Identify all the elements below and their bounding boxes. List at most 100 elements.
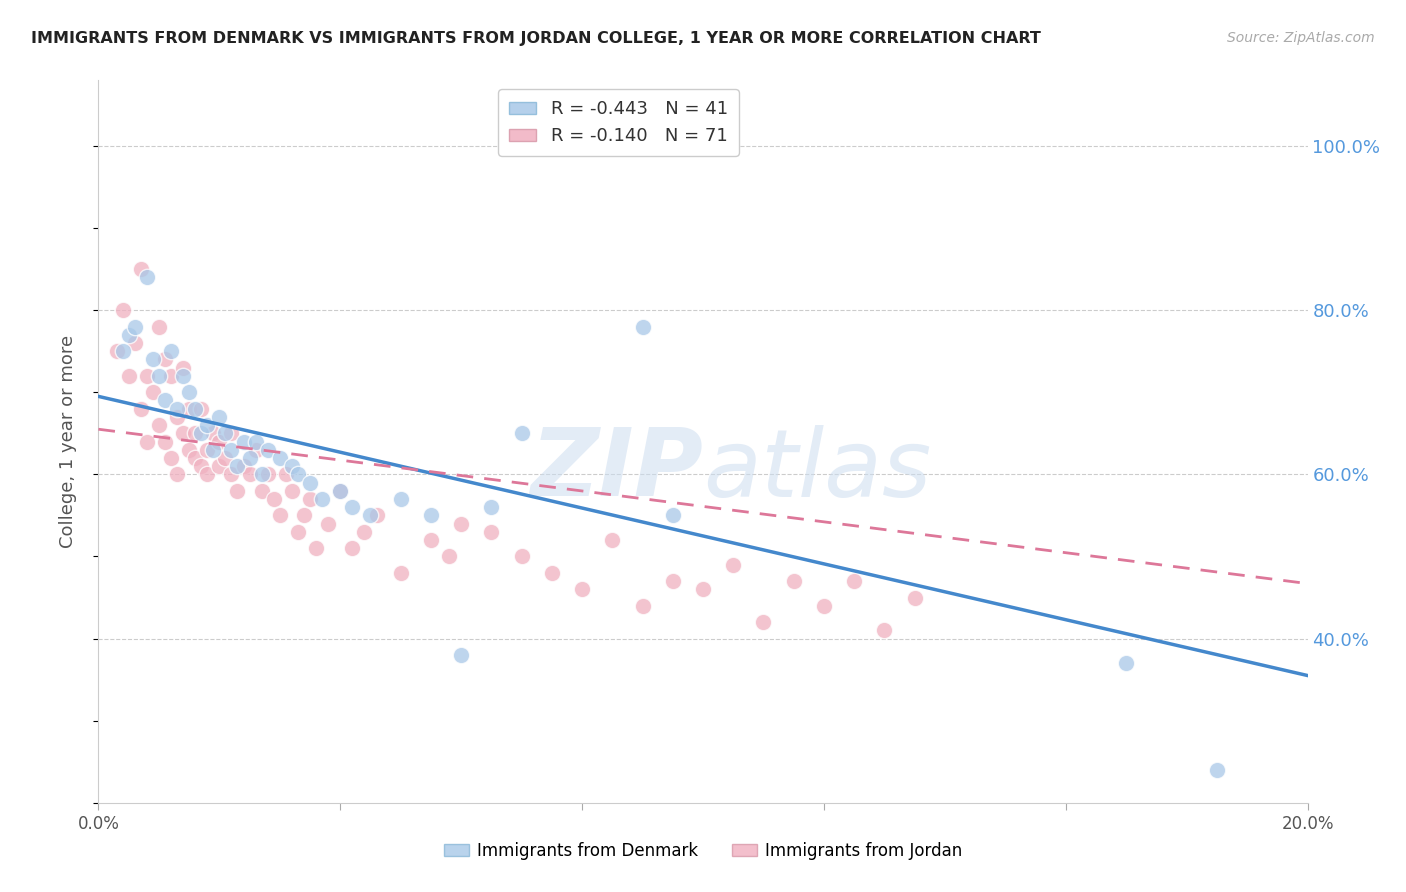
Point bbox=[239, 467, 262, 482]
Point bbox=[160, 368, 183, 383]
Point bbox=[269, 508, 291, 523]
Point bbox=[263, 491, 285, 506]
Point bbox=[111, 303, 134, 318]
Point bbox=[250, 483, 273, 498]
Point bbox=[184, 450, 207, 465]
Point bbox=[420, 508, 443, 523]
Point bbox=[118, 327, 141, 342]
Point bbox=[437, 549, 460, 564]
Point bbox=[245, 434, 267, 449]
Point bbox=[129, 401, 152, 416]
Point bbox=[190, 459, 212, 474]
Point bbox=[135, 434, 157, 449]
Text: ZIP: ZIP bbox=[530, 425, 703, 516]
Point bbox=[287, 524, 309, 539]
Point bbox=[631, 599, 654, 613]
Point bbox=[232, 434, 254, 449]
Legend: Immigrants from Denmark, Immigrants from Jordan: Immigrants from Denmark, Immigrants from… bbox=[437, 836, 969, 867]
Point bbox=[202, 442, 225, 457]
Point bbox=[692, 582, 714, 597]
Point bbox=[111, 344, 134, 359]
Point bbox=[142, 385, 165, 400]
Point bbox=[269, 450, 291, 465]
Point bbox=[184, 426, 207, 441]
Point bbox=[481, 500, 503, 515]
Point bbox=[153, 393, 176, 408]
Point bbox=[179, 442, 201, 457]
Point bbox=[190, 401, 212, 416]
Point bbox=[135, 270, 157, 285]
Point bbox=[148, 368, 170, 383]
Point bbox=[148, 319, 170, 334]
Point bbox=[481, 524, 503, 539]
Point bbox=[105, 344, 128, 359]
Text: Source: ZipAtlas.com: Source: ZipAtlas.com bbox=[1227, 31, 1375, 45]
Point bbox=[602, 533, 624, 547]
Point bbox=[245, 442, 267, 457]
Point bbox=[299, 491, 322, 506]
Point bbox=[420, 533, 443, 547]
Point bbox=[661, 574, 683, 588]
Point bbox=[179, 385, 201, 400]
Point bbox=[184, 401, 207, 416]
Point bbox=[329, 483, 352, 498]
Point bbox=[353, 524, 375, 539]
Point bbox=[752, 615, 775, 630]
Point bbox=[274, 467, 297, 482]
Point bbox=[813, 599, 835, 613]
Point bbox=[202, 426, 225, 441]
Point bbox=[226, 459, 249, 474]
Point bbox=[292, 508, 315, 523]
Point bbox=[571, 582, 593, 597]
Point bbox=[316, 516, 339, 531]
Point bbox=[281, 459, 304, 474]
Text: atlas: atlas bbox=[703, 425, 931, 516]
Point bbox=[661, 508, 683, 523]
Point bbox=[195, 418, 218, 433]
Point bbox=[153, 434, 176, 449]
Point bbox=[256, 467, 278, 482]
Point bbox=[142, 352, 165, 367]
Point bbox=[299, 475, 322, 490]
Point bbox=[510, 426, 533, 441]
Point bbox=[1206, 763, 1229, 777]
Point bbox=[510, 549, 533, 564]
Point bbox=[311, 491, 333, 506]
Point bbox=[1115, 657, 1137, 671]
Point bbox=[305, 541, 328, 556]
Point bbox=[221, 467, 243, 482]
Point bbox=[450, 516, 472, 531]
Point bbox=[195, 442, 218, 457]
Point bbox=[389, 491, 412, 506]
Point bbox=[366, 508, 388, 523]
Point bbox=[214, 426, 236, 441]
Point bbox=[250, 467, 273, 482]
Point bbox=[190, 426, 212, 441]
Point bbox=[129, 262, 152, 277]
Point bbox=[208, 409, 231, 424]
Text: IMMIGRANTS FROM DENMARK VS IMMIGRANTS FROM JORDAN COLLEGE, 1 YEAR OR MORE CORREL: IMMIGRANTS FROM DENMARK VS IMMIGRANTS FR… bbox=[31, 31, 1040, 46]
Point bbox=[208, 434, 231, 449]
Point bbox=[166, 409, 188, 424]
Point bbox=[239, 450, 262, 465]
Point bbox=[166, 467, 188, 482]
Point bbox=[172, 360, 194, 375]
Point bbox=[124, 319, 146, 334]
Point bbox=[208, 459, 231, 474]
Point bbox=[160, 344, 183, 359]
Point bbox=[256, 442, 278, 457]
Point bbox=[226, 483, 249, 498]
Point bbox=[540, 566, 562, 580]
Point bbox=[214, 450, 236, 465]
Point bbox=[904, 591, 927, 605]
Point bbox=[153, 352, 176, 367]
Point bbox=[844, 574, 866, 588]
Y-axis label: College, 1 year or more: College, 1 year or more bbox=[59, 335, 77, 548]
Point bbox=[172, 426, 194, 441]
Point bbox=[232, 459, 254, 474]
Point bbox=[329, 483, 352, 498]
Point bbox=[342, 541, 364, 556]
Point bbox=[389, 566, 412, 580]
Point bbox=[160, 450, 183, 465]
Point bbox=[631, 319, 654, 334]
